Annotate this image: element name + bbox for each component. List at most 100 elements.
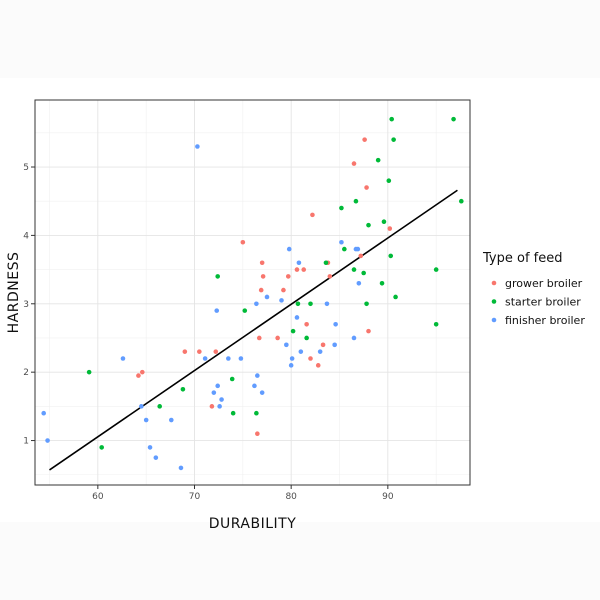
data-point: [139, 404, 144, 409]
data-point: [41, 410, 46, 416]
data-point: [240, 239, 246, 245]
y-tick-label: 5: [23, 163, 29, 173]
data-point: [120, 356, 126, 361]
data-point: [327, 274, 333, 279]
legend: grower broiler starter broiler finisher br…: [491, 277, 585, 327]
data-point: [264, 294, 270, 300]
x-tick-label: 60: [92, 492, 104, 502]
data-point: [86, 369, 92, 375]
data-point: [285, 274, 291, 279]
data-point: [290, 328, 296, 334]
data-point: [255, 431, 260, 437]
data-point: [197, 349, 202, 354]
data-point: [140, 369, 145, 375]
data-point: [308, 356, 313, 361]
data-point: [364, 301, 369, 307]
data-point: [281, 287, 286, 293]
data-point: [366, 328, 371, 334]
data-point: [195, 144, 200, 149]
minor-gridlines: [35, 100, 470, 485]
data-point: [317, 349, 323, 354]
data-point: [451, 116, 456, 122]
data-point: [362, 137, 367, 142]
data-point: [284, 342, 289, 348]
data-point: [143, 417, 149, 423]
data-point: [254, 410, 259, 416]
data-point: [182, 349, 188, 354]
x-axis-title: DURABILITY: [209, 516, 297, 532]
data-point: [393, 294, 398, 300]
data-point: [215, 383, 220, 389]
data-point: [255, 373, 260, 378]
data-point: [279, 298, 284, 303]
data-point: [258, 287, 264, 293]
bottom-band: [0, 522, 600, 600]
plot-background: [35, 100, 470, 485]
data-point: [304, 321, 309, 327]
data-point: [364, 185, 369, 190]
data-point: [356, 280, 362, 286]
series-finisher-broiler: [41, 144, 362, 471]
data-point: [386, 178, 392, 183]
x-tick-label: 80: [285, 492, 297, 502]
data-point: [389, 116, 395, 122]
legend-key: [491, 299, 497, 304]
data-point: [298, 349, 304, 354]
data-point: [320, 342, 326, 348]
series-starter-broiler: [86, 116, 464, 450]
data-point: [358, 253, 364, 259]
data-point: [169, 417, 174, 423]
data-point: [296, 260, 302, 266]
data-point: [219, 397, 224, 402]
data-point: [388, 253, 394, 259]
data-point: [342, 246, 347, 252]
data-point: [45, 438, 50, 443]
y-axis-ticks: 1 2 3 4 5: [23, 163, 35, 447]
data-point: [202, 356, 208, 361]
y-axis-title: HARDNESS: [6, 252, 22, 334]
data-point: [333, 321, 338, 327]
data-point: [178, 465, 184, 471]
data-point: [275, 335, 280, 341]
legend-label: starter broiler: [505, 296, 581, 309]
data-point: [304, 335, 309, 341]
data-point: [230, 410, 236, 416]
data-point: [310, 212, 315, 218]
data-point: [99, 445, 104, 450]
data-point: [211, 390, 217, 395]
data-point: [379, 280, 385, 286]
data-point: [294, 267, 300, 272]
data-point: [254, 301, 259, 307]
data-point: [209, 404, 215, 409]
data-point: [351, 161, 357, 166]
data-point: [301, 267, 307, 272]
regression-line: [49, 189, 458, 471]
data-point: [260, 274, 266, 279]
data-point: [433, 267, 439, 272]
data-point: [288, 363, 294, 368]
data-point: [214, 308, 220, 313]
data-point: [213, 349, 219, 354]
data-point: [351, 335, 357, 341]
data-point: [256, 335, 262, 341]
data-point: [238, 356, 244, 361]
major-gridlines: [35, 100, 470, 485]
trendline-layer: [49, 189, 458, 471]
data-point: [286, 246, 292, 252]
data-point: [387, 226, 393, 231]
data-point: [323, 260, 329, 266]
x-tick-label: 90: [382, 492, 394, 502]
data-point: [433, 321, 439, 327]
legend-label: grower broiler: [505, 277, 583, 290]
data-point: [289, 356, 295, 361]
x-tick-label: 70: [189, 492, 201, 502]
data-point: [308, 301, 313, 307]
data-point: [294, 315, 300, 320]
series-grower-broiler: [136, 137, 393, 437]
y-tick-label: 4: [23, 231, 29, 241]
data-point: [252, 383, 257, 389]
data-point: [242, 308, 248, 313]
data-point: [147, 445, 153, 450]
data-point: [361, 270, 366, 276]
